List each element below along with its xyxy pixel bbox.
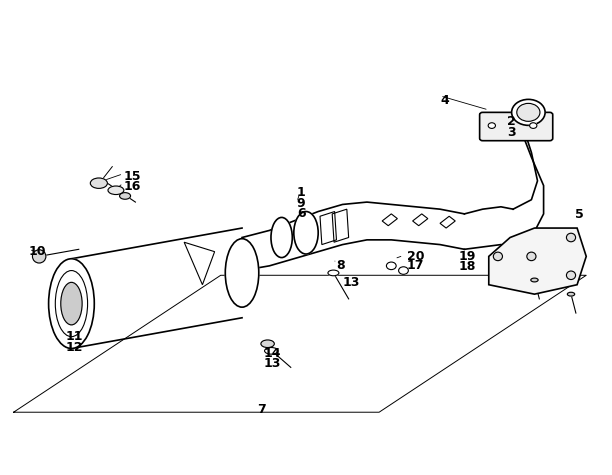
- Text: 7: 7: [257, 403, 266, 417]
- Ellipse shape: [517, 104, 540, 121]
- Ellipse shape: [225, 238, 259, 307]
- Text: 3: 3: [507, 126, 516, 139]
- Text: 5: 5: [575, 209, 584, 221]
- Ellipse shape: [271, 218, 293, 257]
- Text: 6: 6: [297, 207, 305, 220]
- Text: 12: 12: [65, 341, 83, 353]
- Text: 9: 9: [297, 197, 305, 209]
- FancyBboxPatch shape: [480, 113, 553, 141]
- Ellipse shape: [398, 267, 408, 275]
- Text: 18: 18: [458, 260, 476, 273]
- Text: 4: 4: [440, 94, 449, 107]
- Ellipse shape: [527, 252, 536, 261]
- Ellipse shape: [531, 278, 538, 282]
- Text: 2: 2: [507, 115, 516, 128]
- Text: 10: 10: [29, 245, 47, 258]
- Ellipse shape: [529, 123, 537, 128]
- Text: 16: 16: [123, 180, 141, 193]
- Ellipse shape: [512, 99, 545, 125]
- Ellipse shape: [493, 252, 502, 261]
- Text: 19: 19: [458, 250, 476, 263]
- Text: 13: 13: [263, 357, 281, 370]
- Ellipse shape: [567, 271, 575, 279]
- Ellipse shape: [91, 178, 107, 189]
- Text: 14: 14: [263, 347, 281, 360]
- Ellipse shape: [261, 340, 274, 348]
- Ellipse shape: [567, 233, 575, 242]
- Ellipse shape: [48, 259, 94, 349]
- Text: 17: 17: [406, 259, 424, 272]
- Ellipse shape: [567, 292, 575, 296]
- Text: 11: 11: [65, 330, 83, 343]
- Ellipse shape: [55, 271, 88, 337]
- Text: 15: 15: [123, 170, 141, 182]
- Ellipse shape: [264, 348, 278, 354]
- Ellipse shape: [386, 262, 396, 270]
- Ellipse shape: [108, 186, 124, 195]
- Text: 13: 13: [343, 276, 360, 289]
- Text: 8: 8: [337, 259, 345, 272]
- Text: 20: 20: [406, 250, 424, 263]
- Ellipse shape: [294, 211, 318, 254]
- Polygon shape: [489, 228, 586, 294]
- Ellipse shape: [488, 123, 496, 128]
- Text: 1: 1: [297, 186, 305, 199]
- Ellipse shape: [328, 270, 339, 276]
- Ellipse shape: [32, 250, 46, 263]
- Ellipse shape: [61, 282, 82, 325]
- Ellipse shape: [119, 193, 130, 199]
